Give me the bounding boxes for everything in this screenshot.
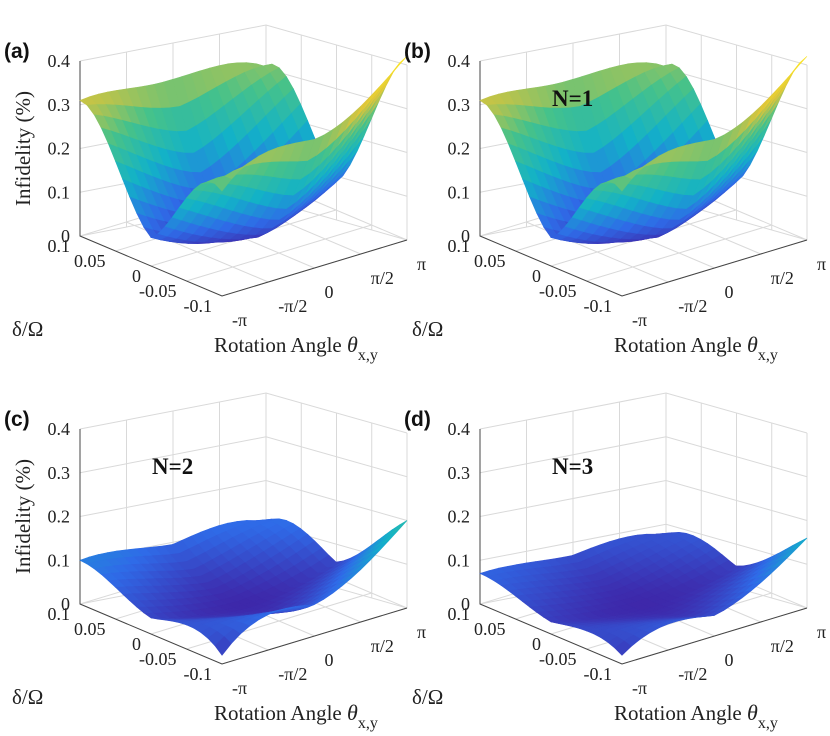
delta-tick-label: -0.05: [539, 281, 577, 301]
surface-mesh: [479, 531, 808, 656]
surface-mesh: [79, 518, 408, 656]
delta-tick-label: -0.1: [584, 296, 613, 316]
z-tick-label: 0.4: [48, 419, 71, 439]
theta-tick-label: π: [417, 622, 426, 642]
delta-axis-label: δ/Ω: [12, 685, 43, 709]
surface-mesh: [79, 56, 408, 244]
delta-axis-label: δ/Ω: [412, 685, 443, 709]
delta-tick-label: 0: [532, 634, 541, 654]
surface-plot: 00.10.20.30.40.10.050-0.05-0.1-π-π/20π/2…: [4, 24, 426, 364]
delta-axis-label: δ/Ω: [412, 317, 443, 341]
delta-tick-label: 0.1: [448, 236, 471, 256]
surface-cell: [376, 72, 394, 100]
z-tick-label: 0: [461, 226, 470, 246]
panel-label: (d): [404, 408, 431, 431]
z-tick-label: 0.2: [448, 139, 471, 159]
z-tick-label: 0.3: [48, 95, 71, 115]
theta-tick-label: -π: [632, 310, 647, 330]
surface-plot: 00.10.20.30.40.10.050-0.05-0.1-π-π/20π/2…: [404, 392, 826, 732]
delta-tick-label: 0.05: [474, 251, 506, 271]
panel-label: (b): [404, 40, 431, 63]
theta-tick-label: -π/2: [678, 296, 707, 316]
theta-tick-label: 0: [325, 282, 334, 302]
delta-tick-label: 0: [132, 634, 141, 654]
z-tick-label: 0: [61, 226, 70, 246]
z-tick-label: 0.1: [48, 550, 71, 570]
z-tick-label: 0.3: [448, 95, 471, 115]
theta-tick-label: π/2: [371, 268, 394, 288]
theta-tick-label: -π/2: [278, 296, 307, 316]
delta-tick-label: 0.05: [474, 619, 506, 639]
surface-panel-d: 0 0.1 0.2 0.3 0.4 0.1 0.05 0 -0.05 -0.1 -π -π/2 0 π/2…: [400, 368, 826, 736]
delta-tick-label: 0.1: [48, 236, 71, 256]
n-annotation: N=1: [552, 86, 593, 111]
delta-tick-label: -0.05: [139, 649, 177, 669]
theta-tick-label: π: [817, 622, 826, 642]
z-tick-label: 0.4: [48, 51, 71, 71]
n-annotation: N=2: [152, 454, 193, 479]
z-tick-label: 0.4: [448, 419, 471, 439]
z-tick-label: 0.4: [448, 51, 471, 71]
delta-tick-label: 0.1: [48, 604, 71, 624]
panel-label: (a): [4, 40, 30, 63]
theta-axis-label: Rotation Angle θx,y: [614, 332, 778, 364]
z-tick-label: 0: [61, 594, 70, 614]
delta-tick-label: 0.05: [74, 251, 106, 271]
theta-tick-label: π: [417, 254, 426, 274]
surface-cell: [214, 176, 232, 192]
theta-tick-label: -π: [232, 310, 247, 330]
surface-panel-a: 0 0.1 0.2 0.3 0.4 0.1 0.05 0 -0.05 -0.1 -π -π/2 0 π/2…: [0, 0, 426, 368]
theta-tick-label: π/2: [771, 636, 794, 656]
surface-panel-b: 0 0.1 0.2 0.3 0.4 0.1 0.05 0 -0.05 -0.1 -π -π/2 0 π/2…: [400, 0, 826, 368]
z-tick-label: 0.1: [48, 182, 71, 202]
n-annotation: N=3: [552, 454, 593, 479]
surface-mesh: [479, 56, 808, 244]
theta-axis-label: Rotation Angle θx,y: [214, 332, 378, 364]
delta-tick-label: -0.05: [139, 281, 177, 301]
delta-tick-label: -0.1: [184, 296, 213, 316]
theta-tick-label: π: [817, 254, 826, 274]
z-tick-label: 0.1: [448, 182, 471, 202]
theta-tick-label: 0: [725, 650, 734, 670]
theta-tick-label: 0: [725, 282, 734, 302]
surface-panel-c: 0 0.1 0.2 0.3 0.4 0.1 0.05 0 -0.05 -0.1 -π -π/2 0 π/2…: [0, 368, 426, 736]
delta-tick-label: -0.05: [539, 649, 577, 669]
theta-tick-label: -π: [232, 678, 247, 698]
surface-cell: [214, 636, 232, 656]
delta-tick-label: 0.1: [448, 604, 471, 624]
z-tick-label: 0.3: [448, 463, 471, 483]
surface-cell: [776, 72, 794, 100]
theta-axis-label: Rotation Angle θx,y: [214, 700, 378, 732]
z-tick-label: 0.2: [448, 507, 471, 527]
theta-tick-label: π/2: [371, 636, 394, 656]
delta-axis-label: δ/Ω: [12, 317, 43, 341]
z-tick-label: 0.1: [448, 550, 471, 570]
surface-plot: 00.10.20.30.40.10.050-0.05-0.1-π-π/20π/2…: [4, 392, 426, 732]
surface-cell: [614, 640, 632, 656]
delta-tick-label: 0: [532, 266, 541, 286]
z-axis-label: Infidelity (%): [11, 91, 35, 206]
z-axis-label: Infidelity (%): [11, 459, 35, 574]
delta-tick-label: 0.05: [74, 619, 106, 639]
delta-tick-label: -0.1: [584, 664, 613, 684]
theta-tick-label: -π/2: [278, 664, 307, 684]
theta-tick-label: -π: [632, 678, 647, 698]
surface-cell: [790, 537, 808, 551]
panel-label: (c): [4, 408, 30, 431]
z-tick-label: 0: [461, 594, 470, 614]
theta-tick-label: -π/2: [678, 664, 707, 684]
surface-cell: [614, 176, 632, 192]
theta-tick-label: π/2: [771, 268, 794, 288]
delta-tick-label: 0: [132, 266, 141, 286]
z-tick-label: 0.2: [48, 507, 71, 527]
delta-tick-label: -0.1: [184, 664, 213, 684]
theta-axis-label: Rotation Angle θx,y: [614, 700, 778, 732]
theta-tick-label: 0: [325, 650, 334, 670]
z-tick-label: 0.3: [48, 463, 71, 483]
z-tick-label: 0.2: [48, 139, 71, 159]
surface-plot: 00.10.20.30.40.10.050-0.05-0.1-π-π/20π/2…: [404, 24, 826, 364]
